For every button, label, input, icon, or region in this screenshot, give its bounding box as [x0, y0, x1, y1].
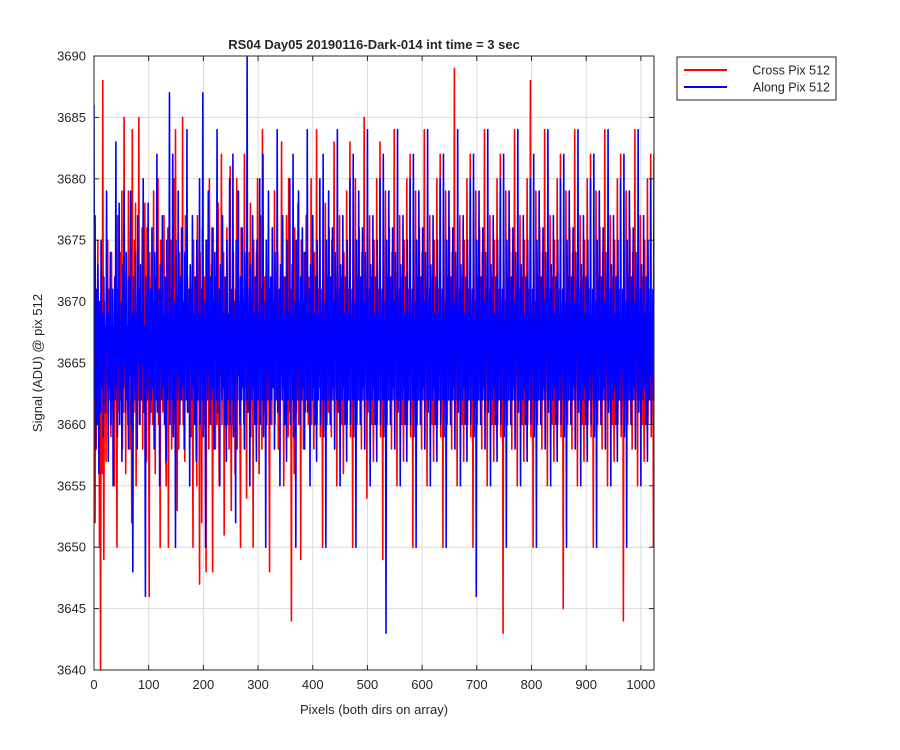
- x-tick-label: 0: [90, 677, 97, 692]
- y-tick-label: 3660: [57, 417, 86, 432]
- legend: Cross Pix 512 Along Pix 512: [676, 56, 837, 101]
- y-axis-label: Signal (ADU) @ pix 512: [30, 294, 45, 432]
- x-axis-label: Pixels (both dirs on array): [300, 702, 448, 717]
- legend-box: [676, 56, 837, 101]
- y-tick-label: 3645: [57, 601, 86, 616]
- x-tick-label: 100: [138, 677, 160, 692]
- y-tick-label: 3685: [57, 110, 86, 125]
- legend-label: Cross Pix 512: [752, 64, 830, 78]
- series-line-along-pix-512: [94, 56, 654, 634]
- x-tick-label: 600: [411, 677, 433, 692]
- y-tick-label: 3650: [57, 540, 86, 555]
- axis-ticks: [93, 55, 654, 671]
- y-tick-label: 3690: [57, 49, 86, 64]
- x-tick-labels: 0 100 200 300 400 500 600 700 800 900 1000: [90, 677, 655, 692]
- y-tick-label: 3670: [57, 294, 86, 309]
- y-tick-label: 3680: [57, 171, 86, 186]
- y-tick-label: 3640: [57, 663, 86, 678]
- legend-label: Along Pix 512: [753, 81, 830, 95]
- x-tick-label: 500: [357, 677, 379, 692]
- x-tick-label: 1000: [626, 677, 655, 692]
- x-tick-label: 200: [193, 677, 215, 692]
- y-tick-labels: 3640 3645 3650 3655 3660 3665 3670 3675 3680 3685…: [57, 49, 86, 678]
- x-tick-label: 400: [302, 677, 324, 692]
- series-layer: [94, 56, 654, 670]
- y-tick-label: 3675: [57, 233, 86, 248]
- y-tick-label: 3665: [57, 356, 86, 371]
- x-tick-label: 700: [466, 677, 488, 692]
- x-tick-label: 800: [521, 677, 543, 692]
- x-tick-label: 300: [247, 677, 269, 692]
- chart-title: RS04 Day05 20190116-Dark-014 int time = …: [228, 37, 520, 52]
- y-tick-label: 3655: [57, 478, 86, 493]
- x-tick-label: 900: [575, 677, 597, 692]
